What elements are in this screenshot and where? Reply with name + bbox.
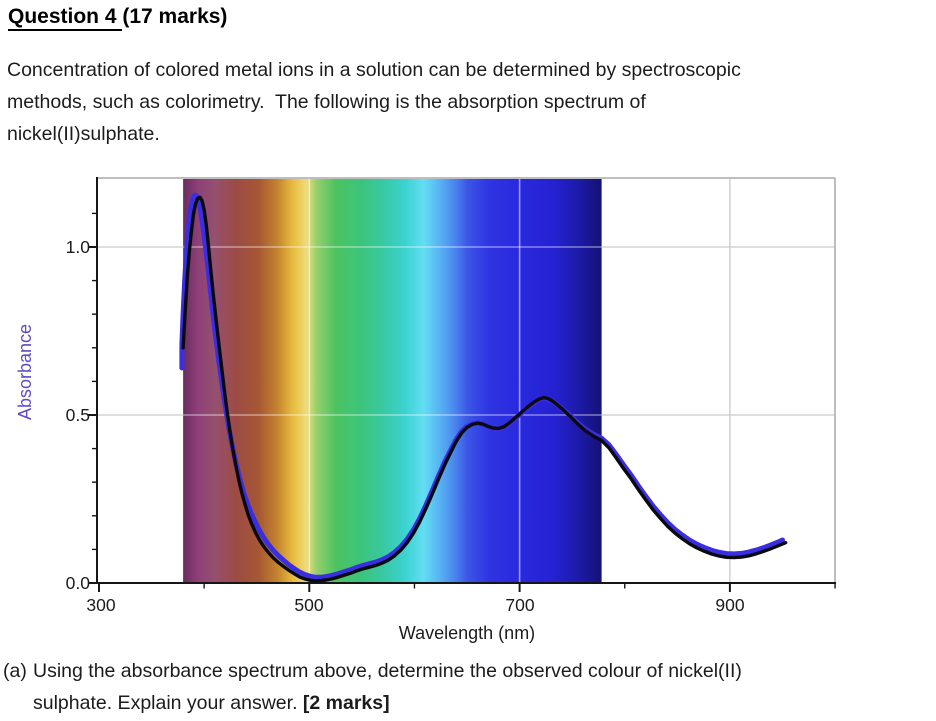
question-title-underlined: Question 4 <box>8 5 123 31</box>
question-a-line-2: sulphate. Explain your answer. [2 marks] <box>33 687 742 719</box>
x-tick-label-300: 300 <box>86 595 115 615</box>
x-tick-label-700: 700 <box>505 595 534 615</box>
x-tick-label-500: 500 <box>294 595 323 615</box>
visible-spectrum-band <box>183 179 602 582</box>
question-a: (a) Using the absorbance spectrum above,… <box>3 655 742 719</box>
question-a-line-1: Using the absorbance spectrum above, det… <box>33 660 742 682</box>
question-title: Question 4 (17 marks) <box>8 5 228 31</box>
y-tick-label-0.0: 0.0 <box>66 573 91 593</box>
question-a-label: (a) <box>3 660 27 682</box>
intro-line-2: methods, such as colorimetry. The follow… <box>7 91 646 113</box>
intro-line-3: nickel(II)sulphate. <box>7 123 160 145</box>
x-tick-label-900: 900 <box>715 595 744 615</box>
question-a-marks: [2 marks] <box>302 692 390 714</box>
intro-line-1: Concentration of colored metal ions in a… <box>7 59 741 81</box>
chart-plot-area <box>88 177 836 592</box>
x-axis-title: Wavelength (nm) <box>399 623 535 643</box>
y-tick-label-1.0: 1.0 <box>66 237 91 257</box>
y-axis-title: Absorbance <box>15 324 35 420</box>
intro-paragraph: Concentration of colored metal ions in a… <box>7 54 741 150</box>
question-a-line-2-text: sulphate. Explain your answer. <box>33 692 303 714</box>
trace-black <box>181 195 788 583</box>
question-title-marks: (17 marks) <box>122 5 228 28</box>
y-tick-label-0.5: 0.5 <box>66 405 90 425</box>
